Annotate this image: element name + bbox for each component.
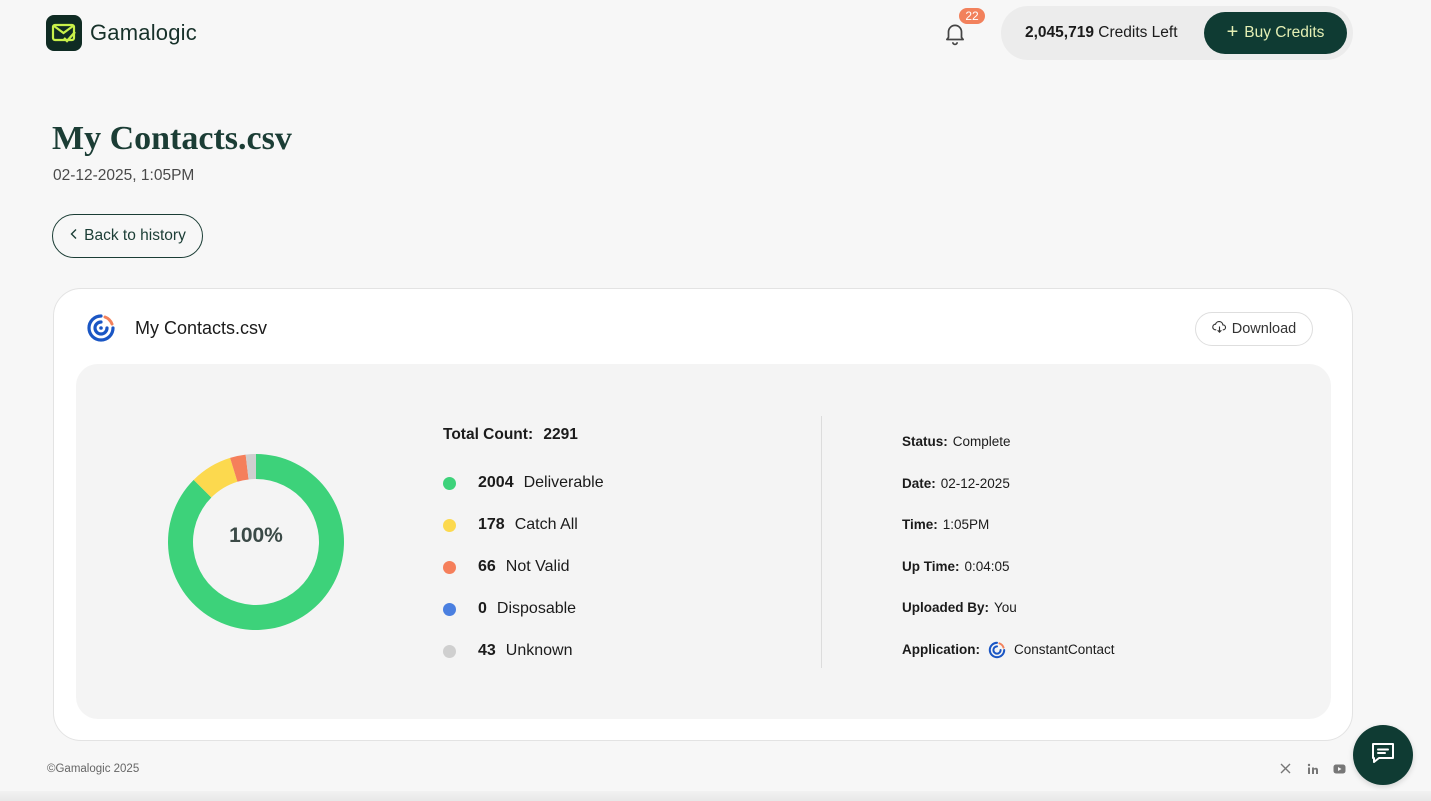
meta-row: Uploaded By: You [902, 600, 1115, 642]
meta-key: Up Time: [902, 558, 960, 574]
x-icon[interactable] [1278, 761, 1293, 776]
donut-slice-not-valid [230, 454, 249, 482]
legend-label: Not Valid [505, 558, 570, 575]
meta-key: Status: [902, 434, 948, 449]
donut-slice-catch-all [193, 457, 238, 498]
legend-dot [443, 518, 456, 532]
page-datetime: 02-12-2025, 1:05PM [53, 167, 195, 184]
legend-item: 43 Unknown [443, 630, 604, 672]
cloud-download-icon [1212, 320, 1227, 338]
results-panel: 100% Total Count: 2291 2004 Deliverable 17… [76, 364, 1331, 719]
credits-label: Credits Left [1098, 24, 1178, 41]
total-count: Total Count: 2291 [443, 426, 604, 446]
legend-item: 0 Disposable [443, 588, 604, 630]
meta-value: 0:04:05 [964, 558, 1010, 574]
envelope-check-icon [46, 15, 82, 51]
chat-support-button[interactable] [1353, 725, 1413, 785]
legend-label: Disposable [496, 600, 577, 617]
plus-icon: + [1226, 21, 1239, 43]
vertical-divider [821, 416, 822, 668]
meta-row: Status: Complete [902, 434, 1115, 476]
legend-label: Deliverable [523, 474, 604, 491]
donut-slice-unknown [245, 454, 256, 480]
total-count-value: 2291 [543, 426, 578, 443]
credits-remaining: 2,045,719 Credits Left [1025, 24, 1178, 42]
meta-value: You [994, 600, 1017, 615]
legend-label: Catch All [514, 516, 578, 533]
legend-count: 66 [478, 558, 496, 575]
total-count-label: Total Count: [443, 426, 534, 443]
bottom-edge [0, 791, 1431, 801]
donut-center-label: 100% [229, 524, 283, 547]
constantcontact-icon [86, 313, 116, 343]
legend-item: 178 Catch All [443, 504, 604, 546]
meta-row: Date: 02-12-2025 [902, 476, 1115, 518]
legend-item: 66 Not Valid [443, 546, 604, 588]
legend-dot [443, 476, 456, 490]
constantcontact-icon [988, 641, 1006, 658]
legend-dot [443, 602, 456, 616]
legend-label: Unknown [505, 642, 573, 659]
meta-value: ConstantContact [1014, 641, 1115, 657]
legend-count: 0 [478, 600, 487, 617]
result-legend: 2004 Deliverable 178 Catch All 66 Not Valid 0 D… [443, 462, 604, 672]
legend-item: 2004 Deliverable [443, 462, 604, 504]
chevron-left-icon [69, 227, 79, 245]
meta-key: Date: [902, 475, 936, 491]
meta-row: Up Time: 0:04:05 [902, 559, 1115, 601]
notifications-bell-icon[interactable] [942, 20, 968, 46]
brand-name: Gamalogic [90, 20, 197, 45]
buy-credits-button[interactable]: + Buy Credits [1204, 12, 1347, 54]
meta-key: Uploaded By: [902, 600, 990, 615]
notification-count-badge: 22 [957, 6, 987, 26]
file-metadata: Status: Complete Date: 02-12-2025 Time: 1:05P… [902, 434, 1115, 683]
meta-value: 02-12-2025 [940, 475, 1010, 491]
page-title: My Contacts.csv [52, 120, 292, 157]
meta-value: Complete [952, 434, 1011, 449]
brand-logo[interactable]: Gamalogic [46, 15, 197, 51]
meta-row: Application: ConstantContact [902, 641, 1115, 684]
download-label: Download [1231, 321, 1297, 337]
card-title: My Contacts.csv [135, 318, 268, 338]
credits-panel: 2,045,719 Credits Left + Buy Credits [1001, 6, 1353, 60]
legend-dot [443, 644, 456, 658]
results-donut-chart [167, 454, 344, 630]
legend-count: 178 [478, 516, 505, 533]
credits-amount: 2,045,719 [1025, 24, 1094, 41]
footer-copyright: ©Gamalogic 2025 [47, 763, 140, 775]
youtube-icon[interactable] [1332, 761, 1347, 776]
meta-key: Time: [902, 517, 938, 532]
social-links [1278, 761, 1347, 776]
buy-credits-label: Buy Credits [1244, 24, 1325, 41]
meta-row: Time: 1:05PM [902, 517, 1115, 559]
back-label: Back to history [84, 227, 186, 244]
meta-key: Application: [902, 641, 980, 657]
download-button[interactable]: Download [1195, 312, 1313, 346]
top-header: Gamalogic 22 2,045,719 Credits Left + Bu… [0, 0, 1431, 66]
legend-count: 43 [478, 642, 496, 659]
result-stats: Total Count: 2291 2004 Deliverable 178 Catc… [443, 426, 604, 672]
legend-count: 2004 [478, 474, 514, 491]
file-result-card: My Contacts.csv Download 100% Total Coun… [53, 288, 1353, 741]
linkedin-icon[interactable] [1305, 761, 1320, 776]
back-to-history-button[interactable]: Back to history [52, 214, 203, 258]
meta-value: 1:05PM [942, 517, 990, 532]
legend-dot [443, 560, 456, 574]
chat-bubble-icon [1370, 741, 1396, 770]
